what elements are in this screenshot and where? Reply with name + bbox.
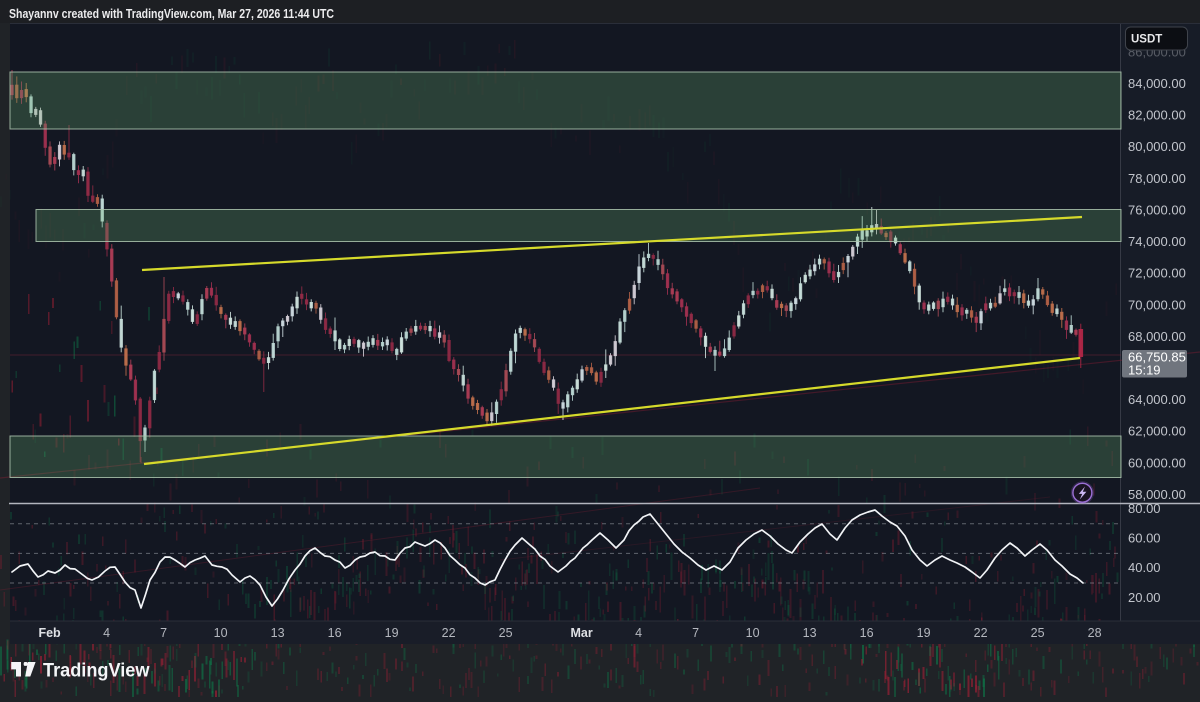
svg-text:62,000.00: 62,000.00	[1128, 424, 1186, 439]
svg-text:10: 10	[746, 626, 760, 640]
svg-text:16: 16	[860, 626, 874, 640]
svg-text:76,000.00: 76,000.00	[1128, 202, 1186, 217]
svg-text:USDT: USDT	[1131, 34, 1162, 46]
svg-text:60.00: 60.00	[1128, 531, 1161, 546]
svg-text:13: 13	[803, 626, 817, 640]
svg-text:25: 25	[1031, 626, 1045, 640]
svg-text:20.00: 20.00	[1128, 590, 1161, 605]
svg-text:68,000.00: 68,000.00	[1128, 329, 1186, 344]
svg-text:70,000.00: 70,000.00	[1128, 297, 1186, 312]
svg-text:15:19: 15:19	[1128, 363, 1161, 378]
svg-text:13: 13	[271, 626, 285, 640]
svg-text:7: 7	[692, 626, 699, 640]
svg-text:40.00: 40.00	[1128, 560, 1161, 575]
svg-text:22: 22	[442, 626, 456, 640]
svg-text:Feb: Feb	[38, 626, 61, 640]
svg-text:58,000.00: 58,000.00	[1128, 487, 1186, 502]
svg-text:4: 4	[103, 626, 110, 640]
svg-text:28: 28	[1088, 626, 1102, 640]
svg-text:10: 10	[214, 626, 228, 640]
svg-text:64,000.00: 64,000.00	[1128, 392, 1186, 407]
svg-text:16: 16	[328, 626, 342, 640]
svg-text:22: 22	[974, 626, 988, 640]
svg-text:25: 25	[499, 626, 513, 640]
svg-text:82,000.00: 82,000.00	[1128, 108, 1186, 123]
svg-text:19: 19	[917, 626, 931, 640]
svg-text:19: 19	[385, 626, 399, 640]
svg-text:Shayannv created with TradingV: Shayannv created with TradingView.com, M…	[9, 6, 334, 21]
svg-text:72,000.00: 72,000.00	[1128, 266, 1186, 281]
svg-text:4: 4	[635, 626, 642, 640]
svg-text:TradingView: TradingView	[43, 660, 150, 682]
svg-text:Mar: Mar	[570, 626, 592, 640]
svg-text:84,000.00: 84,000.00	[1128, 76, 1186, 91]
svg-text:60,000.00: 60,000.00	[1128, 455, 1186, 470]
svg-text:80,000.00: 80,000.00	[1128, 139, 1186, 154]
svg-text:78,000.00: 78,000.00	[1128, 171, 1186, 186]
svg-text:74,000.00: 74,000.00	[1128, 234, 1186, 249]
svg-text:7: 7	[160, 626, 167, 640]
svg-text:80.00: 80.00	[1128, 501, 1161, 516]
